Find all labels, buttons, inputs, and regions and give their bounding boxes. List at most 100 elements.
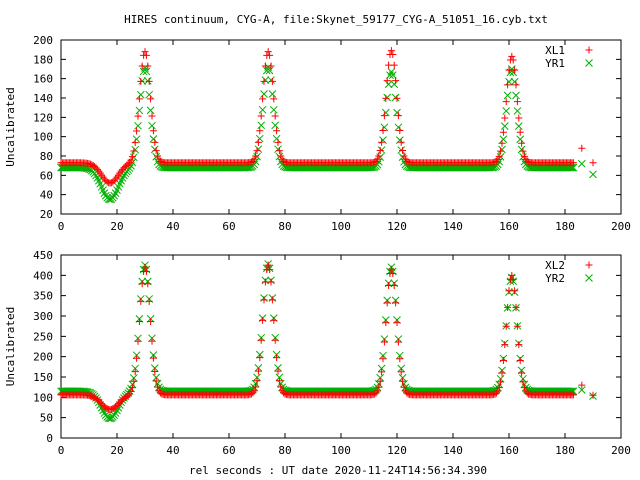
data-point	[133, 127, 141, 135]
x-tick-label: 100	[331, 444, 351, 457]
data-point	[504, 303, 512, 311]
data-point	[400, 152, 408, 160]
data-point	[252, 383, 260, 391]
y-tick-label: 400	[33, 269, 53, 282]
data-point	[272, 134, 281, 143]
y-tick-label: 60	[40, 169, 53, 182]
data-point	[492, 157, 500, 165]
data-point	[375, 383, 383, 391]
data-point	[508, 52, 516, 60]
data-point	[256, 354, 264, 362]
data-point	[510, 77, 519, 86]
data-point	[135, 318, 143, 326]
legend-marker	[585, 59, 593, 67]
data-point	[144, 280, 152, 288]
data-point	[589, 170, 597, 179]
y-tick-label: 180	[33, 53, 53, 66]
data-point	[124, 160, 132, 168]
data-point	[378, 368, 386, 376]
data-point	[154, 383, 162, 391]
data-point	[381, 108, 390, 117]
data-point	[277, 383, 285, 391]
x-tick-label: 40	[166, 220, 179, 233]
data-point	[150, 145, 159, 154]
data-point	[512, 91, 520, 100]
data-point	[578, 144, 586, 152]
data-point	[373, 155, 381, 163]
legend-marker	[585, 274, 593, 282]
y-tick-label: 300	[33, 310, 53, 323]
data-point	[269, 105, 278, 114]
data-point	[268, 77, 276, 85]
data-point	[387, 265, 395, 273]
y-tick-label: 0	[46, 432, 53, 445]
data-point	[271, 336, 279, 344]
x-tick-label: 140	[443, 220, 463, 233]
data-point	[502, 107, 511, 115]
data-point	[253, 147, 261, 155]
data-point	[516, 357, 524, 365]
data-point	[124, 391, 132, 399]
data-point	[397, 368, 405, 376]
data-point	[135, 106, 144, 115]
y-tick-label: 80	[40, 150, 53, 163]
data-point	[134, 337, 142, 345]
data-point	[267, 62, 275, 70]
data-point	[509, 56, 517, 64]
data-point	[144, 62, 152, 70]
data-point	[148, 112, 156, 120]
chart-title: HIRES continuum, CYG-A, file:Skynet_5917…	[124, 13, 548, 26]
data-point	[142, 67, 151, 76]
y-tick-label: 200	[33, 34, 53, 47]
y-tick-label: 150	[33, 371, 53, 384]
data-point	[394, 338, 402, 346]
x-tick-label: 60	[222, 444, 235, 457]
data-point	[128, 384, 136, 392]
data-point	[93, 165, 101, 173]
data-point	[260, 296, 268, 304]
data-point	[261, 76, 270, 84]
data-point	[274, 138, 282, 146]
data-point	[258, 105, 267, 114]
data-point	[134, 121, 142, 130]
data-point	[271, 112, 279, 120]
x-tick-label: 200	[611, 220, 631, 233]
x-tick-label: 120	[387, 220, 407, 233]
data-point	[266, 51, 274, 59]
data-point	[494, 387, 502, 395]
data-point	[266, 266, 274, 274]
data-point	[254, 138, 262, 146]
data-point	[518, 369, 526, 377]
x-tick-label: 160	[499, 220, 519, 233]
data-point	[257, 336, 265, 344]
data-point	[152, 377, 160, 385]
data-point	[379, 127, 387, 135]
data-point	[497, 147, 505, 155]
data-point	[569, 159, 577, 167]
data-point	[277, 152, 285, 160]
data-point	[390, 80, 399, 89]
data-point	[376, 147, 384, 155]
data-point	[516, 135, 525, 144]
data-point	[250, 155, 258, 163]
data-point	[391, 93, 400, 102]
data-point	[147, 318, 155, 326]
data-point	[394, 112, 402, 120]
data-point	[518, 139, 526, 147]
data-point	[498, 139, 506, 147]
legend-marker	[585, 46, 593, 54]
data-point	[268, 90, 277, 98]
x-axis-label: rel seconds : UT date 2020-11-24T14:56:3…	[189, 464, 487, 477]
data-point	[569, 391, 577, 399]
data-point	[384, 80, 393, 89]
y-tick-label: 450	[33, 249, 53, 262]
data-point	[498, 369, 506, 377]
data-point	[149, 135, 158, 143]
data-point	[130, 147, 138, 155]
x-tick-label: 20	[110, 220, 123, 233]
legend-marker	[585, 261, 593, 269]
data-point	[275, 377, 283, 385]
data-point	[382, 319, 390, 327]
data-point	[380, 123, 389, 132]
data-point	[267, 278, 275, 286]
